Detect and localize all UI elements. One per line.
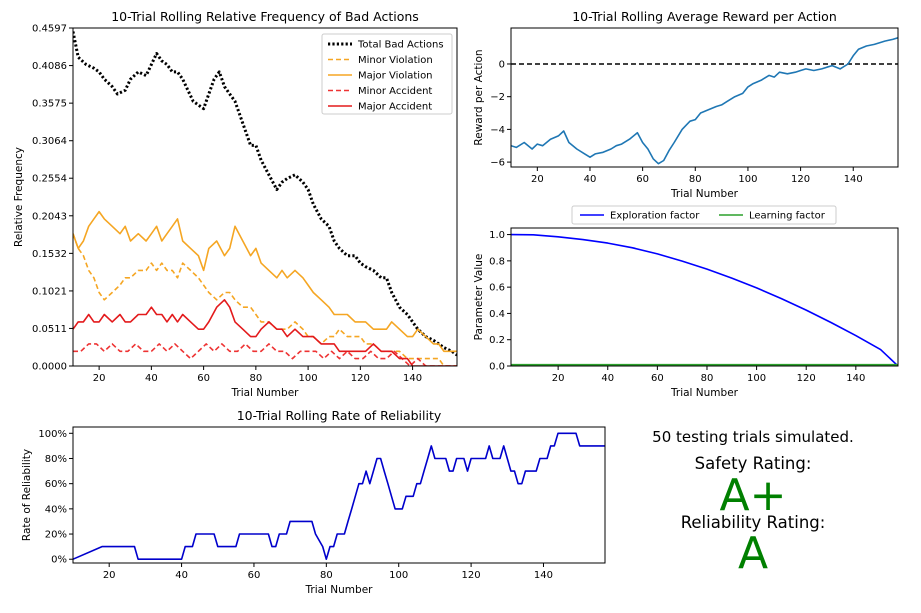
y-tick-label: 0.0 bbox=[489, 362, 505, 373]
y-tick-label: 0.1021 bbox=[32, 286, 67, 297]
chart-title-reward: 10-Trial Rolling Average Reward per Acti… bbox=[572, 9, 837, 24]
y-tick-label: 1.0 bbox=[489, 230, 505, 241]
plot-frame-bad bbox=[72, 27, 458, 367]
x-tick-label: 20 bbox=[103, 570, 116, 581]
x-tick-label: 40 bbox=[584, 174, 597, 185]
y-tick-label: 0.2043 bbox=[32, 211, 67, 222]
x-tick-label: 120 bbox=[791, 174, 810, 185]
series-line-reliability-0 bbox=[73, 432, 605, 561]
x-tick-label: 120 bbox=[797, 373, 816, 384]
x-tick-label: 100 bbox=[389, 570, 408, 581]
chart-bad: 20 40 60 80 100 120 140 0.0000 0.0511 0.1021 0.153… bbox=[13, 9, 458, 399]
legend-params: Exploration factor Learning factor bbox=[571, 205, 837, 225]
series-line-bad-3 bbox=[73, 343, 457, 366]
legend-box bbox=[571, 205, 837, 225]
legend-bad: Total Bad Actions Minor Violation Major Vi… bbox=[321, 33, 453, 115]
plot-frame-params bbox=[510, 227, 899, 367]
series-line-reward-0 bbox=[511, 37, 898, 165]
x-tick-label: 80 bbox=[701, 373, 714, 384]
legend-label: Major Accident bbox=[358, 102, 432, 113]
x-axis-label-reward: Trial Number bbox=[670, 188, 739, 200]
y-tick-label: 0.0000 bbox=[32, 362, 67, 373]
y-tick-label: 0.3575 bbox=[32, 99, 67, 110]
x-tick-label: 40 bbox=[601, 373, 614, 384]
y-axis-label-reward: Reward per Action bbox=[473, 49, 485, 145]
chart-title-reliability: 10-Trial Rolling Rate of Reliability bbox=[237, 408, 442, 423]
x-tick-label: 80 bbox=[249, 373, 262, 384]
y-tick-label: 20% bbox=[45, 530, 67, 541]
y-axis-label-reliability: Rate of Reliability bbox=[21, 449, 33, 541]
series-line-bad-1 bbox=[73, 233, 457, 366]
legend-label: Minor Violation bbox=[358, 55, 433, 66]
x-tick-label: 40 bbox=[175, 570, 188, 581]
x-tick-label: 140 bbox=[534, 570, 553, 581]
x-tick-label: 140 bbox=[846, 373, 865, 384]
y-tick-label: 0.3064 bbox=[32, 136, 67, 147]
y-tick-label: −4 bbox=[490, 125, 505, 136]
chart-reward: 20 40 60 80 100 120 140 −6 −4 −2 0 10-Trial Rolling… bbox=[473, 9, 899, 200]
y-tick-label: 0% bbox=[51, 555, 67, 566]
y-tick-label: 100% bbox=[38, 429, 67, 440]
series-line-bad-0 bbox=[73, 31, 457, 357]
x-tick-label: 120 bbox=[462, 570, 481, 581]
chart-params: 20 40 60 80 100 120 140 0.0 0.2 0.4 0.6 0.8 1.0 Trial… bbox=[473, 205, 899, 399]
x-tick-label: 100 bbox=[299, 373, 318, 384]
legend-label: Learning factor bbox=[749, 211, 826, 222]
x-tick-label: 80 bbox=[320, 570, 333, 581]
y-tick-label: 0.8 bbox=[489, 256, 505, 267]
y-tick-label: 0.1532 bbox=[32, 249, 67, 260]
x-axis-label-reliability: Trial Number bbox=[305, 584, 374, 596]
x-tick-label: 120 bbox=[351, 373, 370, 384]
series-line-bad-2 bbox=[73, 210, 457, 353]
x-tick-label: 60 bbox=[651, 373, 664, 384]
y-tick-label: 0.4 bbox=[489, 309, 505, 320]
plot-frame-reward bbox=[510, 27, 899, 168]
x-tick-label: 140 bbox=[403, 373, 422, 384]
y-tick-label: 40% bbox=[45, 504, 67, 515]
legend-label: Minor Accident bbox=[358, 86, 432, 97]
x-tick-label: 60 bbox=[248, 570, 261, 581]
legend-label: Total Bad Actions bbox=[357, 40, 444, 51]
x-tick-label: 20 bbox=[531, 174, 544, 185]
chart-reliability: 20 40 60 80 100 120 140 0% 20% 40% 60% 80% 100% 10-Tr… bbox=[21, 408, 606, 596]
x-tick-label: 80 bbox=[689, 174, 702, 185]
x-tick-label: 60 bbox=[636, 174, 649, 185]
x-tick-label: 40 bbox=[145, 373, 158, 384]
x-tick-label: 100 bbox=[738, 174, 757, 185]
y-tick-label: 0.4086 bbox=[32, 61, 67, 72]
chart-title-bad: 10-Trial Rolling Relative Frequency of B… bbox=[111, 9, 419, 24]
series-line-bad-4 bbox=[73, 298, 457, 366]
legend-label: Major Violation bbox=[358, 71, 433, 82]
y-tick-label: 0.6 bbox=[489, 283, 505, 294]
plot-frame-reliability bbox=[72, 426, 606, 564]
y-tick-label: 0 bbox=[499, 59, 505, 70]
y-tick-label: 80% bbox=[45, 454, 67, 465]
y-tick-label: 0.4597 bbox=[32, 24, 67, 35]
y-axis-label-params: Parameter Value bbox=[473, 254, 485, 341]
y-axis-label-bad: Relative Frequency bbox=[13, 147, 25, 247]
x-axis-label-params: Trial Number bbox=[670, 387, 739, 399]
x-axis-label-bad: Trial Number bbox=[231, 387, 300, 399]
legend-box bbox=[321, 33, 453, 115]
y-tick-label: −6 bbox=[490, 158, 505, 169]
y-tick-label: 0.2 bbox=[489, 335, 505, 346]
x-tick-label: 20 bbox=[93, 373, 106, 384]
y-tick-label: −2 bbox=[490, 92, 505, 103]
x-tick-label: 100 bbox=[747, 373, 766, 384]
x-tick-label: 20 bbox=[552, 373, 565, 384]
legend-label: Exploration factor bbox=[610, 211, 700, 222]
x-tick-label: 140 bbox=[844, 174, 863, 185]
y-tick-label: 0.0511 bbox=[32, 324, 67, 335]
y-tick-label: 0.2554 bbox=[32, 174, 67, 185]
x-tick-label: 60 bbox=[197, 373, 210, 384]
series-line-params-0 bbox=[511, 233, 898, 366]
y-tick-label: 60% bbox=[45, 479, 67, 490]
